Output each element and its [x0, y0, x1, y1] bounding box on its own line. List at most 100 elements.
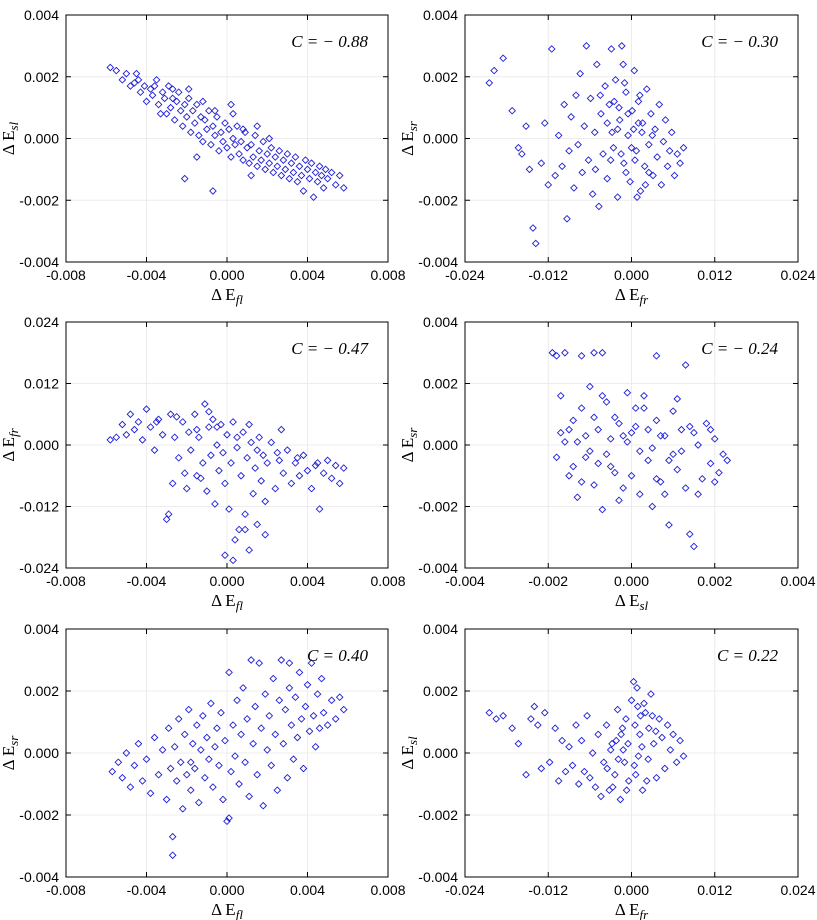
data-point — [289, 755, 298, 764]
data-point — [723, 456, 732, 465]
data-point — [640, 391, 648, 400]
data-point — [281, 705, 290, 714]
data-point — [327, 474, 336, 483]
x-axis-label-subscript: sl — [639, 598, 648, 613]
data-point — [178, 804, 187, 813]
y-tick-label: -0.004 — [418, 869, 458, 885]
data-point — [317, 674, 326, 683]
data-point — [243, 143, 251, 152]
y-tick-label: 0.002 — [24, 69, 59, 85]
y-tick-label: 0.002 — [24, 683, 59, 699]
data-point — [591, 165, 600, 174]
data-point — [644, 456, 652, 465]
data-point — [317, 171, 326, 180]
data-point — [166, 103, 175, 112]
data-point — [651, 125, 659, 134]
data-point — [673, 395, 682, 403]
data-point — [603, 174, 612, 183]
data-point — [271, 484, 280, 493]
data-point — [615, 496, 623, 505]
data-point — [573, 493, 582, 502]
data-point — [255, 147, 264, 155]
data-point — [190, 119, 199, 127]
y-axis-label-main: Δ E — [398, 745, 417, 770]
data-point — [277, 171, 286, 180]
data-point — [305, 174, 314, 183]
data-point — [303, 165, 312, 174]
data-point — [291, 459, 300, 467]
data-point — [138, 777, 147, 785]
data-point — [241, 510, 249, 519]
y-axis-label: Δ Esr — [0, 735, 21, 771]
data-point — [184, 705, 193, 714]
x-tick-label: 0.000 — [614, 573, 649, 589]
data-point — [335, 171, 344, 180]
data-point — [561, 767, 570, 776]
x-axis-label: Δ Efl — [211, 900, 243, 920]
x-tick-label: -0.008 — [46, 573, 86, 589]
data-point — [229, 109, 237, 118]
scatter-panel-fl-vs-fr: -0.008 -0.004 0.000 0.004 0.008 -0.024 -0.012 0… — [0, 314, 406, 613]
data-point — [327, 696, 336, 705]
data-point — [590, 348, 598, 357]
data-point — [146, 423, 155, 431]
data-point — [174, 715, 183, 723]
data-point — [184, 428, 193, 437]
data-point — [130, 79, 139, 87]
data-point — [227, 100, 235, 109]
x-tick-label: 0.012 — [697, 882, 732, 898]
data-point — [632, 147, 641, 155]
y-tick-label: 0.000 — [24, 131, 59, 147]
data-point — [660, 431, 669, 440]
data-point — [201, 773, 209, 782]
data-point — [182, 484, 191, 493]
data-point — [168, 832, 177, 841]
data-point — [640, 699, 648, 708]
data-point — [180, 469, 189, 478]
data-point — [659, 137, 668, 146]
data-point — [673, 150, 682, 158]
y-tick-label: 0.000 — [423, 745, 458, 761]
data-point — [525, 165, 534, 174]
data-point — [499, 54, 507, 63]
data-point — [545, 758, 554, 767]
data-point — [170, 116, 179, 124]
data-point — [152, 76, 161, 84]
data-point — [273, 786, 282, 795]
data-point — [229, 134, 237, 143]
data-point — [544, 180, 553, 189]
data-point — [311, 168, 320, 177]
data-point — [227, 767, 235, 776]
x-tick-label: -0.004 — [127, 267, 167, 283]
data-point — [323, 721, 332, 729]
y-axis-label-main: Δ E — [398, 131, 417, 156]
data-point — [651, 727, 660, 736]
data-point — [624, 777, 633, 785]
data-point — [209, 415, 217, 424]
data-point — [229, 556, 237, 565]
data-point — [667, 128, 676, 137]
data-point — [584, 156, 593, 164]
data-point — [485, 708, 494, 717]
data-point — [146, 85, 155, 93]
data-point — [588, 190, 597, 198]
data-point — [247, 140, 255, 149]
data-point — [285, 659, 294, 667]
data-point — [568, 761, 577, 770]
data-point — [647, 690, 655, 698]
x-tick-label: 0.008 — [370, 882, 405, 898]
data-point — [106, 436, 115, 444]
data-point — [596, 91, 605, 100]
data-point — [313, 459, 322, 467]
data-point — [649, 171, 657, 180]
data-point — [537, 159, 546, 168]
data-point — [275, 696, 284, 705]
data-point — [241, 128, 249, 137]
data-point — [279, 739, 288, 748]
data-point — [666, 746, 675, 754]
data-point — [213, 724, 221, 733]
data-point — [245, 420, 253, 429]
data-point — [638, 742, 646, 751]
data-point — [243, 453, 251, 462]
data-point — [656, 431, 665, 440]
